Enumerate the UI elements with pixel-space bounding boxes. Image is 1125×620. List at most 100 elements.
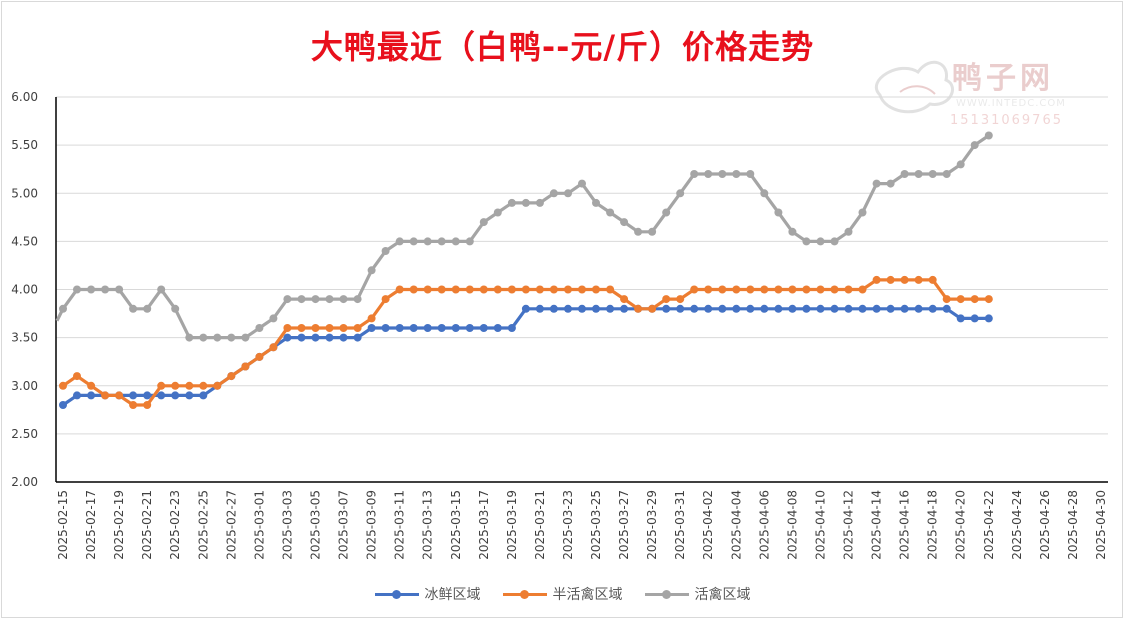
- data-point-series-2: [297, 295, 306, 304]
- data-point-series-1: [844, 285, 853, 294]
- y-tick-label: 4.50: [11, 234, 38, 248]
- x-tick-label: 2025-04-06: [757, 490, 771, 560]
- data-point-series-0: [535, 304, 544, 313]
- data-point-series-0: [844, 304, 853, 313]
- data-point-series-1: [227, 372, 236, 381]
- legend-swatch-series-0: [374, 589, 419, 599]
- legend-label-series-2: 活禽区域: [694, 587, 751, 603]
- data-point-series-2: [634, 227, 643, 236]
- data-point-series-1: [970, 295, 979, 304]
- data-point-series-0: [87, 391, 96, 400]
- data-point-series-1: [129, 401, 138, 409]
- data-point-series-0: [451, 324, 460, 332]
- x-tick-label: 2025-02-17: [84, 490, 98, 560]
- data-point-series-0: [437, 324, 446, 332]
- data-point-series-2: [325, 295, 334, 304]
- data-point-series-2: [241, 333, 250, 342]
- x-tick-label: 2025-04-30: [1094, 490, 1108, 560]
- data-point-series-1: [760, 285, 769, 294]
- data-point-series-2: [143, 304, 152, 313]
- data-point-series-0: [592, 304, 600, 313]
- data-point-series-0: [900, 304, 909, 313]
- data-point-series-2: [521, 198, 530, 207]
- data-point-series-1: [185, 381, 194, 390]
- data-point-series-1: [830, 285, 839, 294]
- data-point-series-0: [830, 304, 839, 313]
- data-point-series-2: [788, 227, 797, 236]
- data-point-series-2: [648, 227, 657, 236]
- data-point-series-0: [732, 304, 741, 313]
- data-point-series-1: [578, 285, 586, 294]
- data-point-series-2: [171, 304, 180, 313]
- data-point-series-2: [437, 237, 446, 246]
- y-tick-label: 6.00: [11, 90, 38, 104]
- data-point-series-2: [227, 333, 236, 342]
- data-point-series-0: [157, 391, 166, 400]
- data-point-series-1: [732, 285, 741, 294]
- data-point-series-2: [746, 170, 755, 178]
- data-point-series-1: [213, 381, 222, 390]
- y-tick-label: 3.00: [11, 379, 38, 393]
- data-point-series-0: [353, 333, 362, 342]
- x-tick-label: 2025-04-10: [813, 490, 827, 560]
- data-point-series-1: [87, 381, 96, 390]
- x-tick-label: 2025-03-19: [505, 490, 519, 560]
- data-point-series-0: [662, 304, 671, 313]
- data-point-series-0: [171, 391, 180, 400]
- data-point-series-1: [592, 285, 600, 294]
- data-point-series-0: [858, 304, 867, 313]
- x-tick-label: 2025-03-17: [477, 490, 491, 560]
- data-point-series-1: [535, 285, 544, 294]
- data-point-series-1: [199, 381, 208, 390]
- x-tick-label: 2025-03-13: [421, 490, 435, 560]
- data-point-series-0: [886, 304, 895, 313]
- data-point-series-2: [886, 179, 895, 188]
- data-point-series-0: [984, 314, 993, 323]
- data-point-series-0: [73, 391, 81, 400]
- data-point-series-1: [900, 275, 909, 284]
- data-point-series-1: [325, 324, 334, 332]
- x-tick-label: 2025-03-05: [308, 490, 322, 560]
- data-point-series-0: [620, 304, 629, 313]
- data-point-series-1: [872, 275, 881, 284]
- data-point-series-0: [493, 324, 502, 332]
- data-point-series-0: [718, 304, 727, 313]
- data-point-series-2: [620, 218, 629, 227]
- x-tick-label: 2025-04-02: [701, 490, 715, 560]
- data-point-series-1: [746, 285, 755, 294]
- series-line-0: [62, 307, 989, 407]
- y-tick-label: 5.50: [11, 138, 38, 152]
- legend-swatch-series-1: [502, 589, 547, 599]
- y-tick-label: 3.50: [11, 331, 38, 345]
- data-point-series-2: [409, 237, 418, 246]
- data-point-series-2: [115, 285, 124, 294]
- data-point-series-1: [269, 343, 278, 352]
- data-point-series-0: [283, 333, 292, 342]
- data-point-series-0: [507, 324, 516, 332]
- data-point-series-1: [143, 401, 152, 409]
- data-point-series-0: [676, 304, 685, 313]
- data-point-series-0: [760, 304, 769, 313]
- data-point-series-1: [718, 285, 727, 294]
- data-point-series-1: [451, 285, 460, 294]
- data-point-series-0: [143, 391, 152, 400]
- data-point-series-2: [872, 179, 881, 188]
- data-point-series-2: [732, 170, 741, 178]
- x-tick-label: 2025-03-07: [337, 490, 351, 560]
- data-point-series-1: [283, 324, 292, 332]
- x-tick-label: 2025-02-21: [140, 490, 154, 560]
- data-point-series-1: [465, 285, 474, 294]
- y-tick-label: 2.00: [11, 475, 38, 489]
- data-point-series-2: [774, 208, 783, 217]
- data-point-series-2: [676, 189, 685, 198]
- data-point-series-1: [241, 362, 250, 371]
- y-tick-label: 2.50: [11, 427, 38, 441]
- legend: 冰鲜区域 半活禽区域 活禽区域: [0, 584, 1125, 604]
- data-point-series-0: [942, 304, 951, 313]
- data-point-series-1: [914, 275, 923, 284]
- data-point-series-1: [676, 295, 685, 304]
- data-point-series-1: [101, 391, 110, 400]
- data-point-series-2: [956, 160, 965, 169]
- data-point-series-1: [648, 304, 657, 313]
- data-point-series-2: [87, 285, 96, 294]
